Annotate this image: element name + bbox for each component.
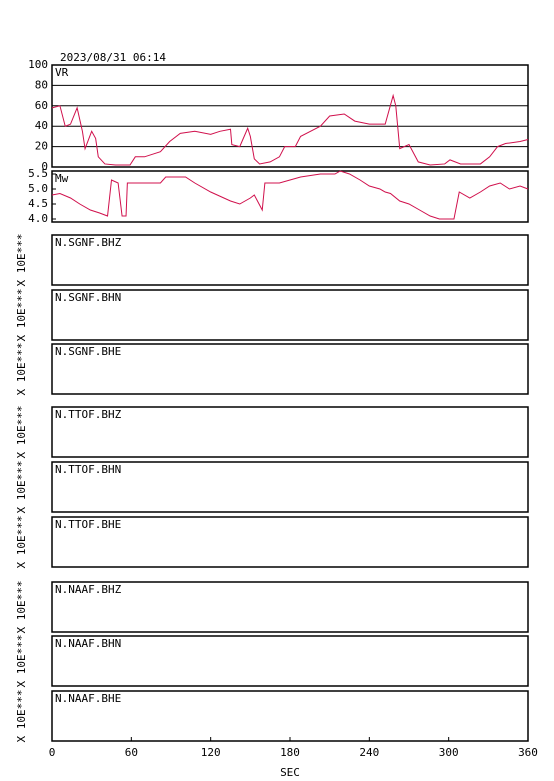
y-axis-label: X 10E*** — [15, 343, 28, 396]
station-label: N.TTOF.BHN — [55, 463, 121, 476]
station-label: N.SGNF.BHN — [55, 291, 121, 304]
y-tick-label: 5.5 — [28, 167, 48, 180]
y-tick-label: 100 — [28, 58, 48, 71]
x-axis-label: SEC — [280, 766, 300, 779]
y-axis-label: X 10E*** — [15, 516, 28, 569]
data-line — [51, 93, 529, 166]
station-label: N.NAAF.BHN — [55, 637, 121, 650]
y-axis-label: X 10E*** — [15, 581, 28, 634]
waveform-panel — [51, 516, 529, 568]
station-label: N.NAAF.BHE — [55, 692, 121, 705]
y-tick-label: 4.5 — [28, 197, 48, 210]
waveform-panel — [51, 234, 529, 286]
waveform-panel — [51, 406, 529, 458]
y-axis-label: X 10E*** — [15, 234, 28, 287]
y-tick-label: 60 — [35, 99, 48, 112]
waveform-panel — [51, 581, 529, 633]
y-tick-label: 80 — [35, 78, 48, 91]
panel-label: VR — [55, 66, 69, 79]
x-tick-label: 180 — [280, 746, 300, 759]
y-tick-label: 5.0 — [28, 182, 48, 195]
x-tick-label: 300 — [439, 746, 459, 759]
waveform-panel — [51, 343, 529, 395]
x-tick-label: 240 — [359, 746, 379, 759]
station-label: N.TTOF.BHE — [55, 518, 121, 531]
station-label: N.SGNF.BHZ — [55, 236, 122, 249]
data-line — [51, 170, 529, 220]
plot-frame — [51, 170, 529, 223]
station-label: N.NAAF.BHZ — [55, 583, 122, 596]
y-axis-label: X 10E*** — [15, 690, 28, 743]
y-tick-label: 40 — [35, 119, 48, 132]
station-label: N.SGNF.BHE — [55, 345, 121, 358]
y-tick-label: 20 — [35, 140, 48, 153]
panel-label: Mw — [55, 172, 69, 185]
y-axis-label: X 10E*** — [15, 406, 28, 459]
waveform-panel — [51, 635, 529, 687]
y-axis-label: X 10E*** — [15, 635, 28, 688]
x-tick-label: 120 — [201, 746, 221, 759]
y-tick-label: 0 — [41, 160, 48, 173]
y-axis-label: X 10E*** — [15, 289, 28, 342]
page-title: 2023/08/31 06:14 — [60, 51, 166, 64]
station-label: N.TTOF.BHZ — [55, 408, 122, 421]
y-tick-label: 4.0 — [28, 212, 48, 225]
plot-frame — [51, 64, 529, 168]
x-tick-label: 0 — [49, 746, 56, 759]
y-axis-label: X 10E*** — [15, 461, 28, 514]
waveform-panel — [51, 461, 529, 513]
x-tick-label: 60 — [125, 746, 138, 759]
waveform-panel — [51, 289, 529, 341]
waveform-panel — [51, 690, 529, 742]
x-tick-label: 360 — [518, 746, 538, 759]
